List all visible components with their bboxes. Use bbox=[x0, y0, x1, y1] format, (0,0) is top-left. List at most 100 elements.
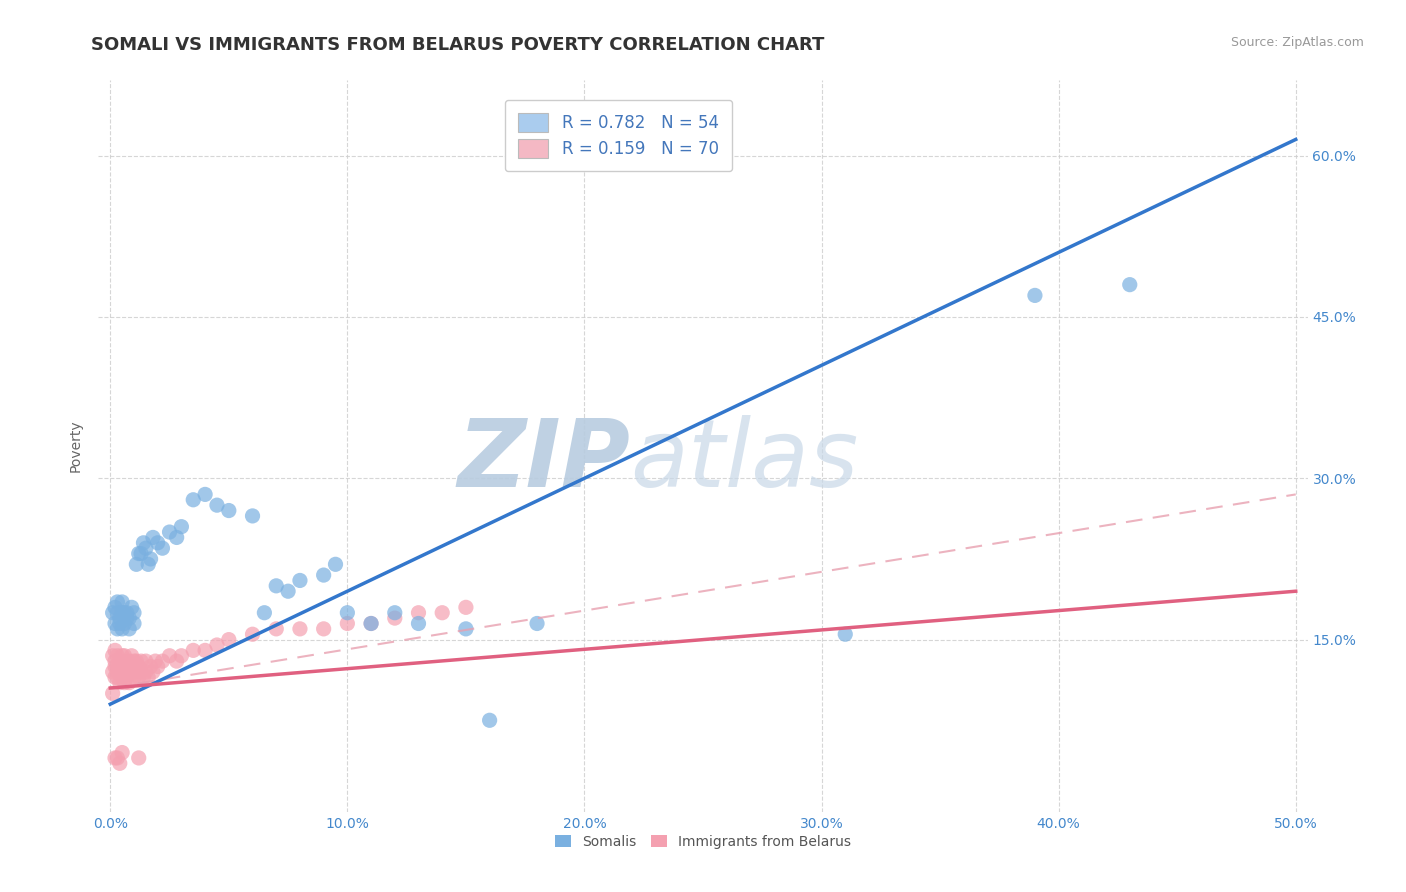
Point bbox=[105, 595, 128, 609]
Text: Source: ZipAtlas.com: Source: ZipAtlas.com bbox=[1230, 36, 1364, 49]
Point bbox=[132, 536, 155, 550]
Point bbox=[159, 648, 181, 663]
Point bbox=[129, 654, 152, 668]
Point bbox=[166, 654, 188, 668]
Point bbox=[101, 606, 124, 620]
Point bbox=[121, 648, 143, 663]
Point bbox=[432, 606, 454, 620]
Point bbox=[834, 627, 856, 641]
Point bbox=[159, 524, 181, 539]
Point bbox=[152, 541, 174, 556]
Point bbox=[118, 622, 141, 636]
Point bbox=[253, 606, 276, 620]
Point bbox=[114, 675, 136, 690]
Point bbox=[114, 606, 136, 620]
Point bbox=[325, 558, 347, 572]
Point bbox=[360, 616, 382, 631]
Point bbox=[115, 611, 138, 625]
Point bbox=[128, 751, 150, 765]
Text: ZIP: ZIP bbox=[457, 415, 630, 507]
Point bbox=[118, 611, 141, 625]
Point bbox=[115, 606, 138, 620]
Point bbox=[122, 616, 145, 631]
Point bbox=[114, 648, 136, 663]
Point bbox=[264, 622, 287, 636]
Point bbox=[104, 654, 127, 668]
Point bbox=[264, 579, 287, 593]
Point bbox=[142, 530, 165, 544]
Point bbox=[111, 670, 134, 684]
Point bbox=[135, 665, 157, 679]
Point bbox=[129, 665, 152, 679]
Point bbox=[108, 675, 131, 690]
Point bbox=[108, 616, 131, 631]
Point bbox=[111, 595, 134, 609]
Point bbox=[108, 665, 131, 679]
Point bbox=[360, 616, 382, 631]
Point bbox=[114, 616, 136, 631]
Point bbox=[122, 654, 145, 668]
Point bbox=[128, 547, 150, 561]
Point bbox=[454, 622, 477, 636]
Point bbox=[111, 606, 134, 620]
Point bbox=[336, 616, 359, 631]
Point bbox=[478, 714, 501, 728]
Point bbox=[336, 606, 359, 620]
Point bbox=[277, 584, 299, 599]
Point bbox=[146, 659, 169, 673]
Point bbox=[181, 643, 204, 657]
Point bbox=[218, 503, 240, 517]
Point bbox=[104, 643, 127, 657]
Point bbox=[129, 547, 152, 561]
Point bbox=[104, 616, 127, 631]
Point bbox=[118, 675, 141, 690]
Point bbox=[105, 665, 128, 679]
Point bbox=[132, 670, 155, 684]
Point bbox=[1119, 277, 1142, 292]
Legend: Somalis, Immigrants from Belarus: Somalis, Immigrants from Belarus bbox=[548, 828, 858, 856]
Point bbox=[146, 536, 169, 550]
Point bbox=[128, 659, 150, 673]
Point bbox=[170, 648, 193, 663]
Point bbox=[218, 632, 240, 647]
Point bbox=[166, 530, 188, 544]
Point bbox=[205, 498, 228, 512]
Point bbox=[312, 568, 335, 582]
Point bbox=[101, 665, 124, 679]
Point bbox=[128, 670, 150, 684]
Point bbox=[181, 492, 204, 507]
Point bbox=[121, 600, 143, 615]
Point bbox=[104, 751, 127, 765]
Point bbox=[194, 487, 217, 501]
Point bbox=[288, 574, 311, 588]
Point bbox=[408, 616, 430, 631]
Point bbox=[1024, 288, 1046, 302]
Point bbox=[122, 606, 145, 620]
Point bbox=[384, 606, 406, 620]
Point bbox=[125, 665, 148, 679]
Point bbox=[118, 654, 141, 668]
Point bbox=[136, 670, 159, 684]
Point bbox=[526, 616, 548, 631]
Text: SOMALI VS IMMIGRANTS FROM BELARUS POVERTY CORRELATION CHART: SOMALI VS IMMIGRANTS FROM BELARUS POVERT… bbox=[91, 36, 825, 54]
Point bbox=[118, 665, 141, 679]
Point bbox=[105, 606, 128, 620]
Point bbox=[454, 600, 477, 615]
Point bbox=[105, 622, 128, 636]
Point bbox=[205, 638, 228, 652]
Point bbox=[111, 659, 134, 673]
Point bbox=[135, 654, 157, 668]
Point bbox=[288, 622, 311, 636]
Point bbox=[105, 670, 128, 684]
Point bbox=[108, 611, 131, 625]
Point bbox=[105, 751, 128, 765]
Point bbox=[143, 654, 166, 668]
Y-axis label: Poverty: Poverty bbox=[69, 420, 83, 472]
Point bbox=[139, 552, 162, 566]
Point bbox=[121, 659, 143, 673]
Point bbox=[104, 670, 127, 684]
Point bbox=[108, 756, 131, 771]
Point bbox=[242, 627, 264, 641]
Point bbox=[101, 648, 124, 663]
Point bbox=[135, 541, 157, 556]
